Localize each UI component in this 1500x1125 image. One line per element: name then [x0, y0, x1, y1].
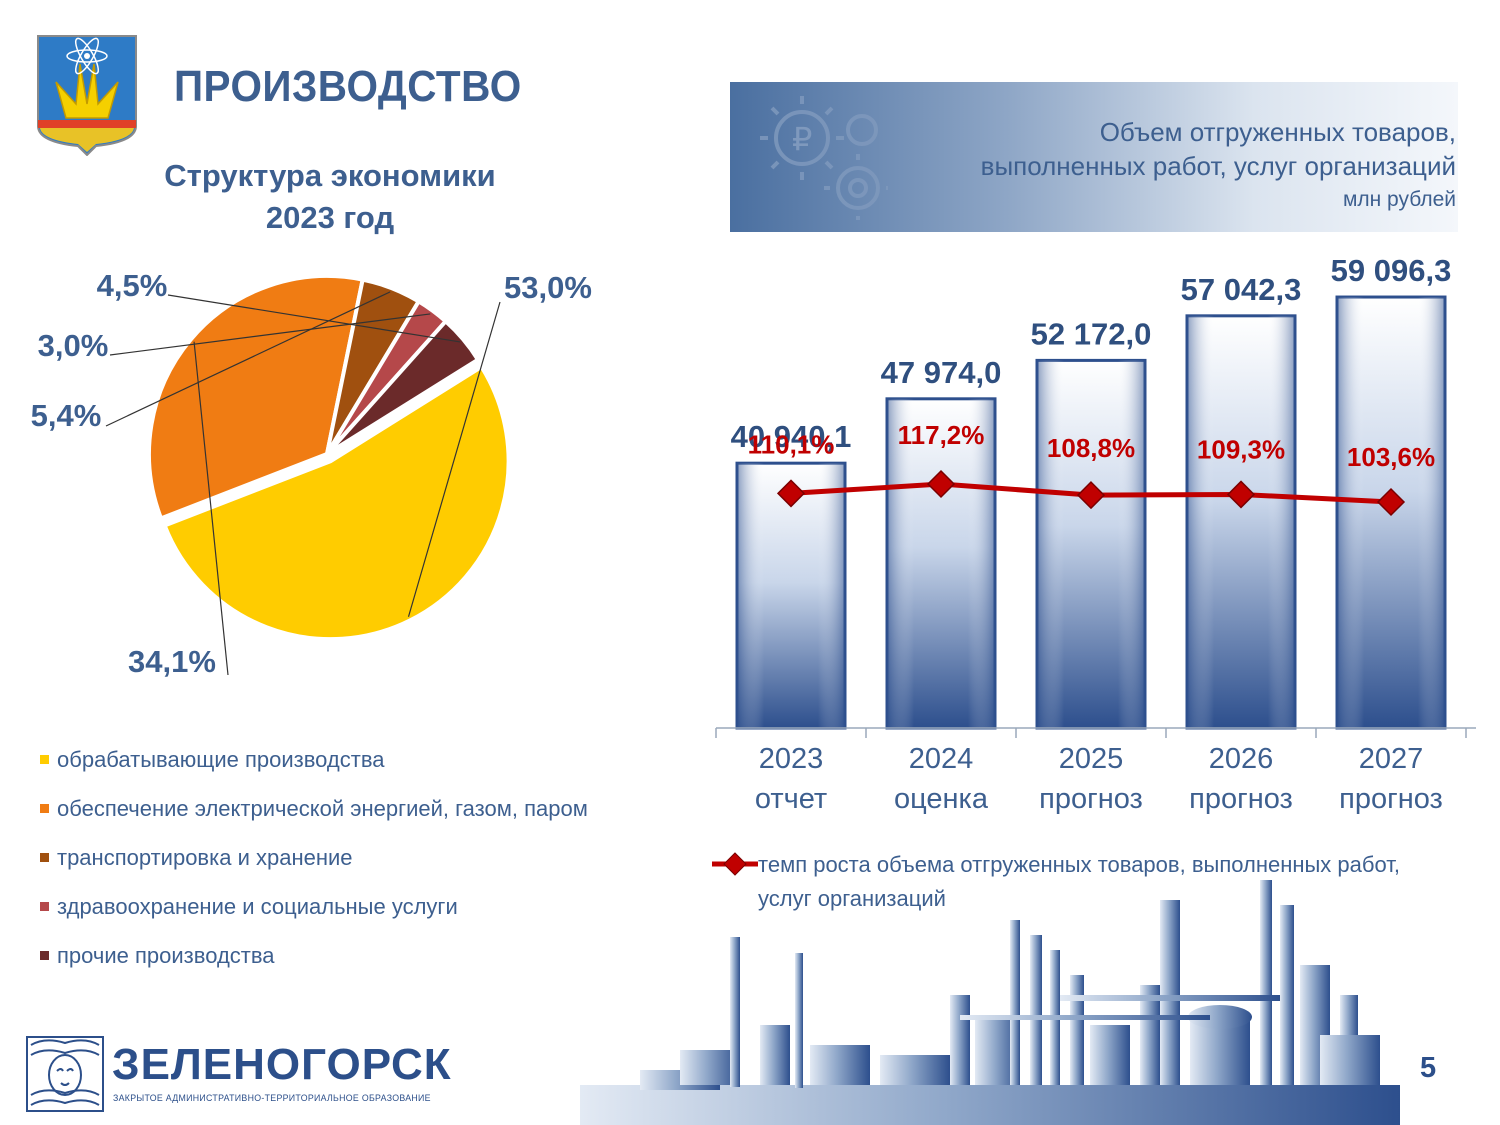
bar-shade [887, 398, 995, 728]
x-tick-sublabel: прогноз [1189, 783, 1293, 815]
pie-leader-line [105, 291, 391, 427]
legend-swatch [40, 951, 49, 960]
bar-shade [1037, 360, 1145, 728]
bar-value-label: 40 940,1 [731, 419, 852, 454]
x-tick-label: 2023 [759, 743, 824, 775]
bar-line-chart: 40 940,1 47 974,0 52 172,0 57 042,3 59 096,3… [715, 253, 1476, 815]
legend-label: транспортировка и хранение [57, 844, 353, 870]
pie-slice [162, 364, 511, 642]
coat-of-arms-icon [37, 35, 137, 156]
legend-item: обрабатывающие производства [40, 735, 588, 784]
pie-legend: обрабатывающие производства обеспечение э… [40, 735, 588, 980]
x-tick-sublabel: отчет [755, 783, 827, 815]
legend-label: здравоохранение и социальные услуги [57, 893, 458, 919]
pie-slice [325, 318, 481, 456]
legend-swatch [40, 755, 49, 764]
rate-value-label: 108,8% [1047, 433, 1135, 463]
x-tick-sublabel: оценка [894, 783, 989, 815]
legend-item: здравоохранение и социальные услуги [40, 882, 588, 931]
rate-marker [1076, 481, 1106, 510]
bar-value-label: 59 096,3 [1331, 253, 1452, 288]
rate-marker [1376, 487, 1406, 517]
chart-title-line1: Объем отгруженных товаров, [1099, 117, 1456, 147]
city-subtitle: ЗАКРЫТОЕ АДМИНИСТРАТИВНО-ТЕРРИТОРИАЛЬНОЕ… [113, 1093, 431, 1103]
x-tick-label: 2027 [1359, 743, 1424, 775]
legend-label: прочие производства [57, 942, 275, 968]
legend-label: обеспечение электрической энергией, газо… [57, 795, 588, 821]
line-marker-icon [712, 852, 758, 876]
legend-label: обрабатывающие производства [57, 746, 385, 772]
rate-value-label: 110,1% [748, 429, 835, 459]
pie-chart: 53,0% 34,1% 5,4% 3,0% 4,5% [31, 268, 592, 679]
x-tick-label: 2024 [909, 743, 974, 775]
rate-value-label: 109,3% [1197, 434, 1285, 464]
pie-chart-title: Структура экономики 2023 год [130, 155, 530, 239]
pie-slice-label: 4,5% [97, 268, 168, 303]
pie-leader-line [109, 313, 431, 356]
chart-unit-label: млн рублей [1342, 188, 1456, 211]
pie-slice-label: 34,1% [128, 644, 216, 679]
pie-leader-line [193, 341, 229, 676]
legend-item: прочие производства [40, 931, 588, 980]
city-emblem-icon [26, 1036, 104, 1112]
industrial-skyline-illustration [580, 880, 1400, 1125]
legend-swatch [40, 902, 49, 911]
bar-value-label: 57 042,3 [1181, 272, 1302, 307]
x-tick-sublabel: прогноз [1339, 783, 1443, 815]
pie-title-line1: Структура экономики [164, 158, 496, 193]
page-title: ПРОИЗВОДСТВО [174, 62, 522, 111]
svg-text:₽: ₽ [792, 120, 812, 158]
pie-slice-label: 5,4% [31, 398, 102, 433]
bar-value-label: 52 172,0 [1031, 316, 1152, 351]
gears-ruble-icon: ₽ [760, 96, 888, 220]
rate-marker [776, 479, 806, 508]
rate-value-label: 103,6% [1347, 442, 1435, 472]
line-series-legend-label: темп роста объема отгруженных товаров, в… [758, 852, 1400, 911]
rate-value-label: 117,2% [898, 420, 985, 450]
pie-slice-label: 3,0% [38, 328, 109, 363]
bar-shade [1187, 315, 1295, 728]
pie-title-line2: 2023 год [265, 200, 395, 235]
x-tick-label: 2026 [1209, 743, 1274, 775]
legend-item: обеспечение электрической энергией, газо… [40, 784, 588, 833]
legend-swatch [40, 804, 49, 813]
chart-title-line2: выполненных работ, услуг организаций [980, 151, 1456, 181]
city-name-logo: ЗЕЛЕНОГОРСК [112, 1040, 452, 1089]
x-tick-label: 2025 [1059, 743, 1124, 775]
x-tick-sublabel: прогноз [1039, 783, 1143, 815]
rate-marker [926, 469, 956, 499]
bar-value-label: 47 974,0 [881, 355, 1002, 390]
legend-item: транспортировка и хранение [40, 833, 588, 882]
legend-swatch [40, 853, 49, 862]
pie-leader-line [407, 301, 501, 617]
chart-header-banner: ₽ [730, 82, 1458, 232]
pie-leader-line [167, 294, 461, 343]
rate-marker [1226, 480, 1256, 509]
pie-slice [147, 274, 366, 521]
page-number: 5 [1420, 1052, 1437, 1084]
pie-slice-label: 53,0% [504, 270, 592, 305]
